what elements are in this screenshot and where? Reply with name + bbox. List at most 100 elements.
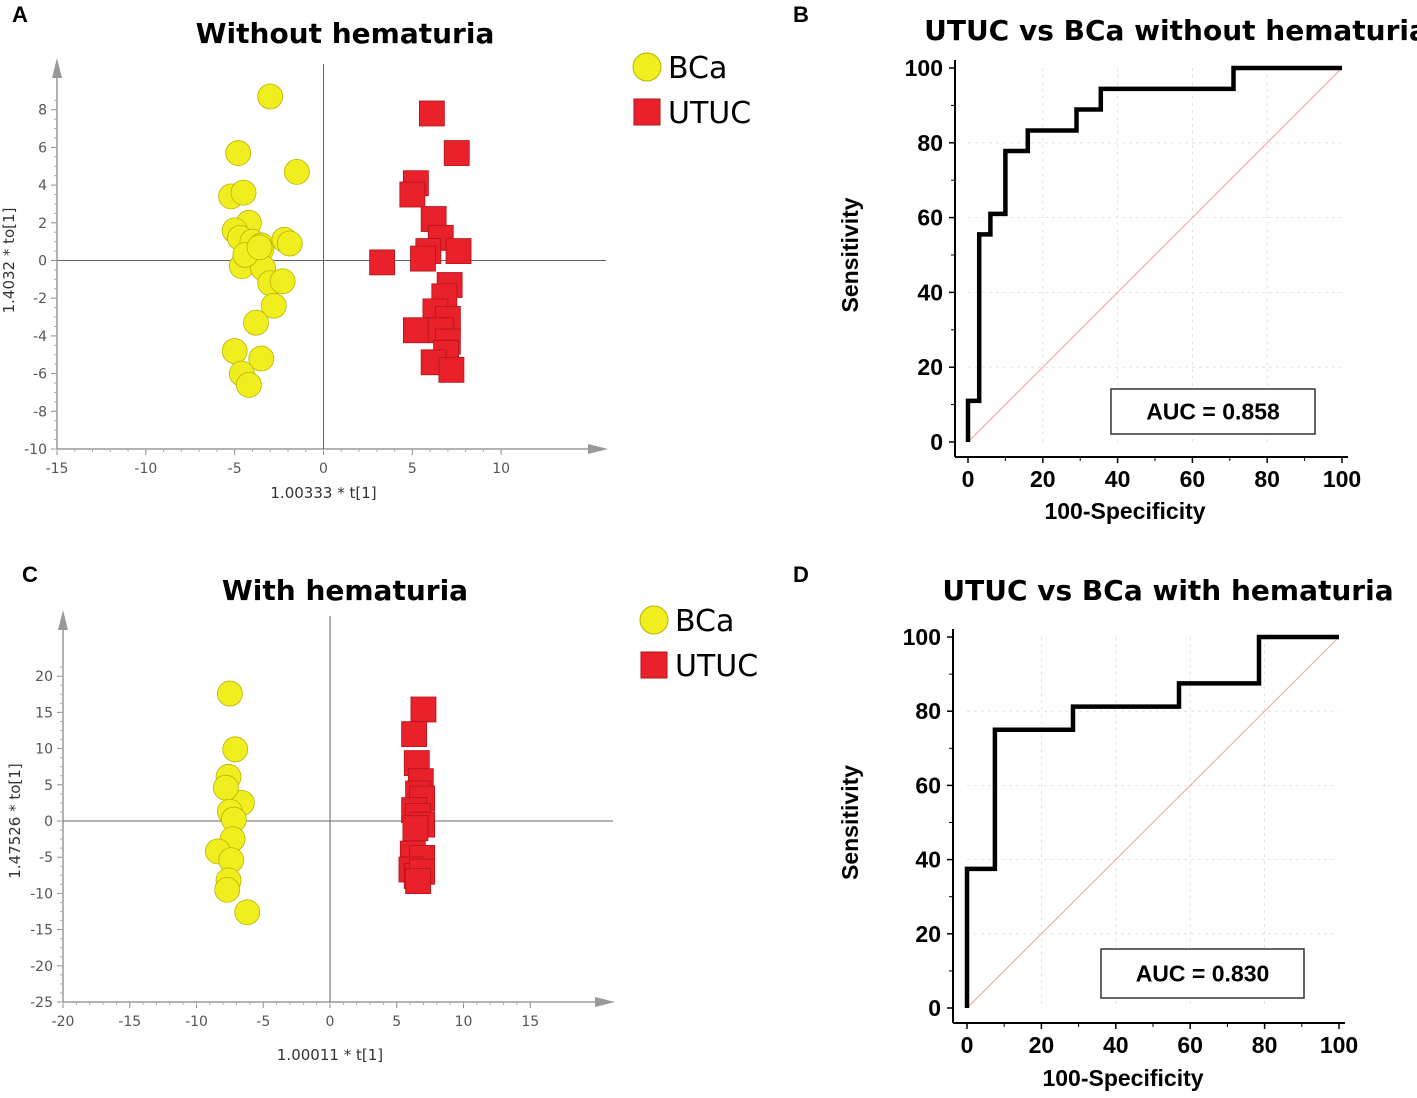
- x-tick-label: -10: [134, 461, 157, 477]
- roc-curve-without-hematuria: UTUC vs BCa without hematuria 0 20 40 60 80 10…: [837, 14, 1417, 524]
- y-tick-label: 100: [905, 55, 943, 81]
- bca-point: [221, 338, 248, 364]
- y-tick-label: 2: [38, 216, 47, 232]
- y-tick-label: -2: [33, 291, 47, 307]
- bca-point: [230, 179, 257, 206]
- roc-curve-line: [964, 634, 1339, 1008]
- y-tick-label: 10: [35, 742, 53, 758]
- utuc-point: [410, 245, 436, 272]
- legend-bca-marker: [639, 605, 669, 635]
- x-tick-label: 100: [1320, 1032, 1358, 1058]
- y-tick-label: 0: [44, 814, 53, 830]
- x-tick-label: 10: [455, 1014, 473, 1030]
- x-tick-label: -15: [118, 1014, 141, 1030]
- utuc-point: [369, 249, 396, 276]
- x-axis-label: 1.00011 * t[1]: [277, 1046, 383, 1064]
- x-axis-label: 1.00333 * t[1]: [270, 484, 376, 502]
- x-tick-label: 0: [962, 466, 975, 492]
- y-tick-label: -5: [39, 850, 53, 866]
- y-tick-label: 0: [38, 254, 47, 270]
- utuc-point: [402, 815, 429, 842]
- utuc-point: [410, 696, 437, 723]
- x-tick-label: -15: [46, 461, 69, 477]
- scatter-plot-without-hematuria: Without hematuria -15 -10 -5 0 5 10 -10 -8 -6 -4 -2…: [0, 17, 751, 502]
- x-tick-label: -5: [256, 1014, 270, 1030]
- y-tick-label: 40: [917, 279, 943, 305]
- bca-point: [234, 899, 261, 926]
- utuc-point: [399, 181, 426, 208]
- bca-point: [243, 309, 269, 336]
- chart-title: Without hematuria: [196, 17, 495, 50]
- bca-point: [276, 230, 303, 257]
- bca-point: [214, 876, 241, 903]
- y-tick-label: 60: [915, 772, 941, 798]
- auc-label: AUC = 0.830: [1136, 961, 1270, 987]
- x-tick-label: 20: [1030, 466, 1056, 492]
- y-tick-label: 80: [917, 130, 943, 156]
- y-tick-label: -20: [30, 959, 53, 975]
- chart-title: UTUC vs BCa without hematuria: [924, 14, 1417, 47]
- y-tick-label: 20: [35, 669, 53, 685]
- y-tick-label: -4: [33, 329, 47, 345]
- utuc-point: [445, 238, 472, 264]
- y-tick-label: 4: [38, 178, 47, 194]
- utuc-point: [401, 721, 428, 748]
- y-tick-label: -15: [30, 923, 53, 939]
- legend-utuc-marker: [640, 651, 668, 679]
- y-tick-label: 60: [917, 205, 943, 231]
- reference-diagonal: [966, 636, 1340, 1009]
- utuc-point: [418, 100, 445, 127]
- reference-diagonal: [967, 67, 1343, 443]
- legend-bca-marker: [632, 52, 662, 82]
- y-tick-label: -10: [30, 886, 53, 902]
- y-axis-arrow: [58, 610, 68, 630]
- chart-title: UTUC vs BCa with hematuria: [942, 574, 1393, 607]
- bca-point: [260, 292, 287, 319]
- utuc-point: [438, 356, 465, 383]
- x-axis-label: 100-Specificity: [1042, 1065, 1203, 1091]
- y-axis-label: Sensitivity: [837, 765, 863, 880]
- x-tick-label: -5: [228, 461, 242, 477]
- utuc-point: [443, 140, 470, 166]
- bca-point: [222, 736, 249, 763]
- y-tick-label: 0: [930, 429, 943, 455]
- y-tick-label: 100: [903, 624, 941, 650]
- y-tick-label: 20: [917, 354, 943, 380]
- legend-utuc-label: UTUC: [675, 649, 758, 684]
- roc-curve-line: [965, 65, 1342, 442]
- bca-point: [225, 140, 252, 166]
- auc-box: [1110, 388, 1316, 435]
- bca-point: [235, 372, 262, 398]
- utuc-point: [402, 317, 429, 344]
- chart-title: With hematuria: [222, 574, 468, 607]
- y-tick-label: 0: [928, 995, 941, 1021]
- y-axis-label: 1.4032 * to[1]: [0, 208, 18, 314]
- y-tick-label: 6: [38, 140, 47, 156]
- x-tick-label: 80: [1254, 466, 1280, 492]
- x-tick-label: 40: [1105, 466, 1131, 492]
- x-tick-label: 80: [1252, 1032, 1278, 1058]
- auc-label: AUC = 0.858: [1146, 399, 1280, 425]
- bca-point: [257, 83, 284, 110]
- legend-bca-label: BCa: [675, 604, 734, 639]
- x-tick-label: 5: [392, 1014, 401, 1030]
- y-tick-label: 5: [44, 778, 53, 794]
- bca-point: [269, 268, 296, 295]
- x-axis-label: 100-Specificity: [1044, 498, 1205, 524]
- x-axis-arrow: [588, 444, 608, 454]
- x-tick-label: 0: [961, 1032, 974, 1058]
- scatter-plot-with-hematuria: With hematuria -20 -15 -10 -5 0 5 10 15 -25 -20 -15…: [6, 574, 758, 1064]
- bca-point: [283, 159, 310, 185]
- x-tick-label: 20: [1029, 1032, 1055, 1058]
- legend-utuc-marker: [633, 98, 661, 126]
- legend-utuc-label: UTUC: [668, 96, 751, 131]
- x-tick-label: 10: [492, 461, 510, 477]
- y-tick-label: -6: [33, 367, 47, 383]
- y-tick-label: 40: [915, 847, 941, 873]
- bca-point: [212, 774, 239, 801]
- panel-label-d: D: [793, 562, 809, 587]
- bca-point: [248, 345, 275, 372]
- panel-label-c: C: [22, 562, 38, 587]
- y-tick-label: 15: [35, 705, 53, 721]
